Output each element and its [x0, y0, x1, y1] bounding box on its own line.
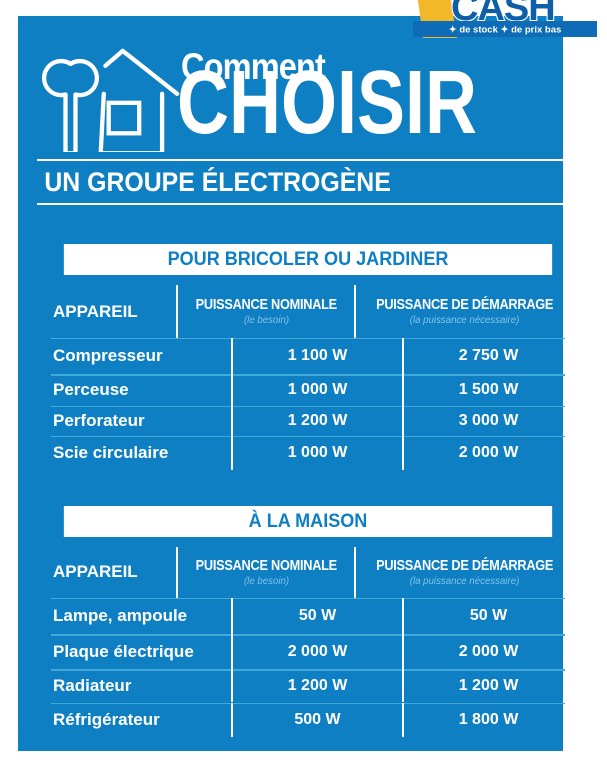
svg-text:✦ de stock ✦ de prix bas: ✦ de stock ✦ de prix bas — [449, 25, 562, 36]
